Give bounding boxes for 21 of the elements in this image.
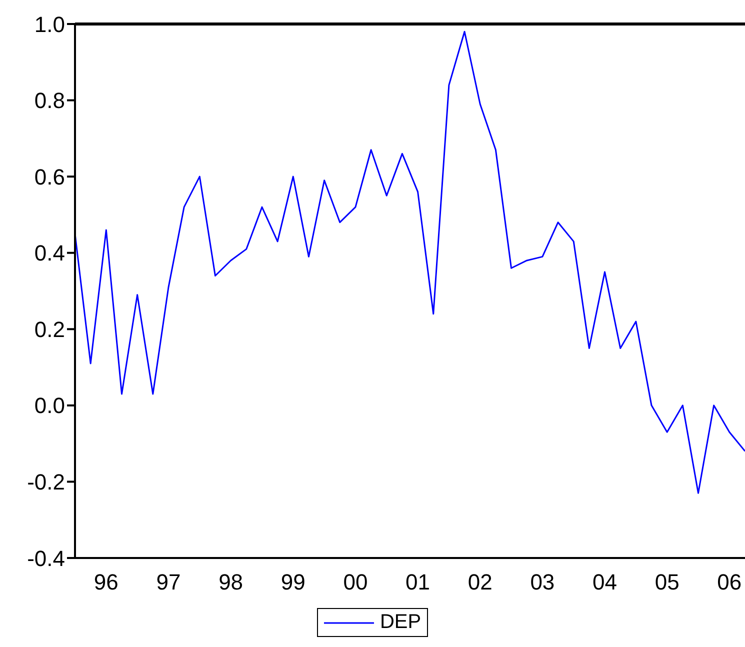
x-tick-label: 03	[530, 570, 555, 595]
legend-label: DEP	[380, 611, 422, 634]
y-tick-label: -0.2	[27, 470, 65, 495]
y-tick-label: 1.0	[34, 12, 65, 37]
x-tick-label: 98	[218, 570, 244, 595]
x-tick-label: 00	[343, 570, 368, 595]
x-tick-label: 96	[94, 570, 118, 595]
x-tick-label: 02	[468, 570, 492, 595]
x-tick-label: 97	[156, 570, 181, 595]
x-tick-label: 05	[654, 570, 680, 595]
x-tick-label: 04	[592, 570, 618, 595]
line-series	[75, 30, 745, 494]
y-tick-label: 0.4	[34, 240, 65, 266]
y-tick-label: 0.8	[34, 88, 65, 114]
x-tick-label: 99	[280, 570, 306, 595]
y-tick-label: 0.2	[34, 316, 65, 342]
x-tick-label: 06	[717, 570, 742, 595]
y-tick-label: 0.0	[34, 393, 65, 418]
y-tick-label: 0.6	[34, 164, 65, 190]
y-tick-label: -0.4	[27, 546, 65, 571]
x-tick-label: 01	[406, 570, 430, 595]
